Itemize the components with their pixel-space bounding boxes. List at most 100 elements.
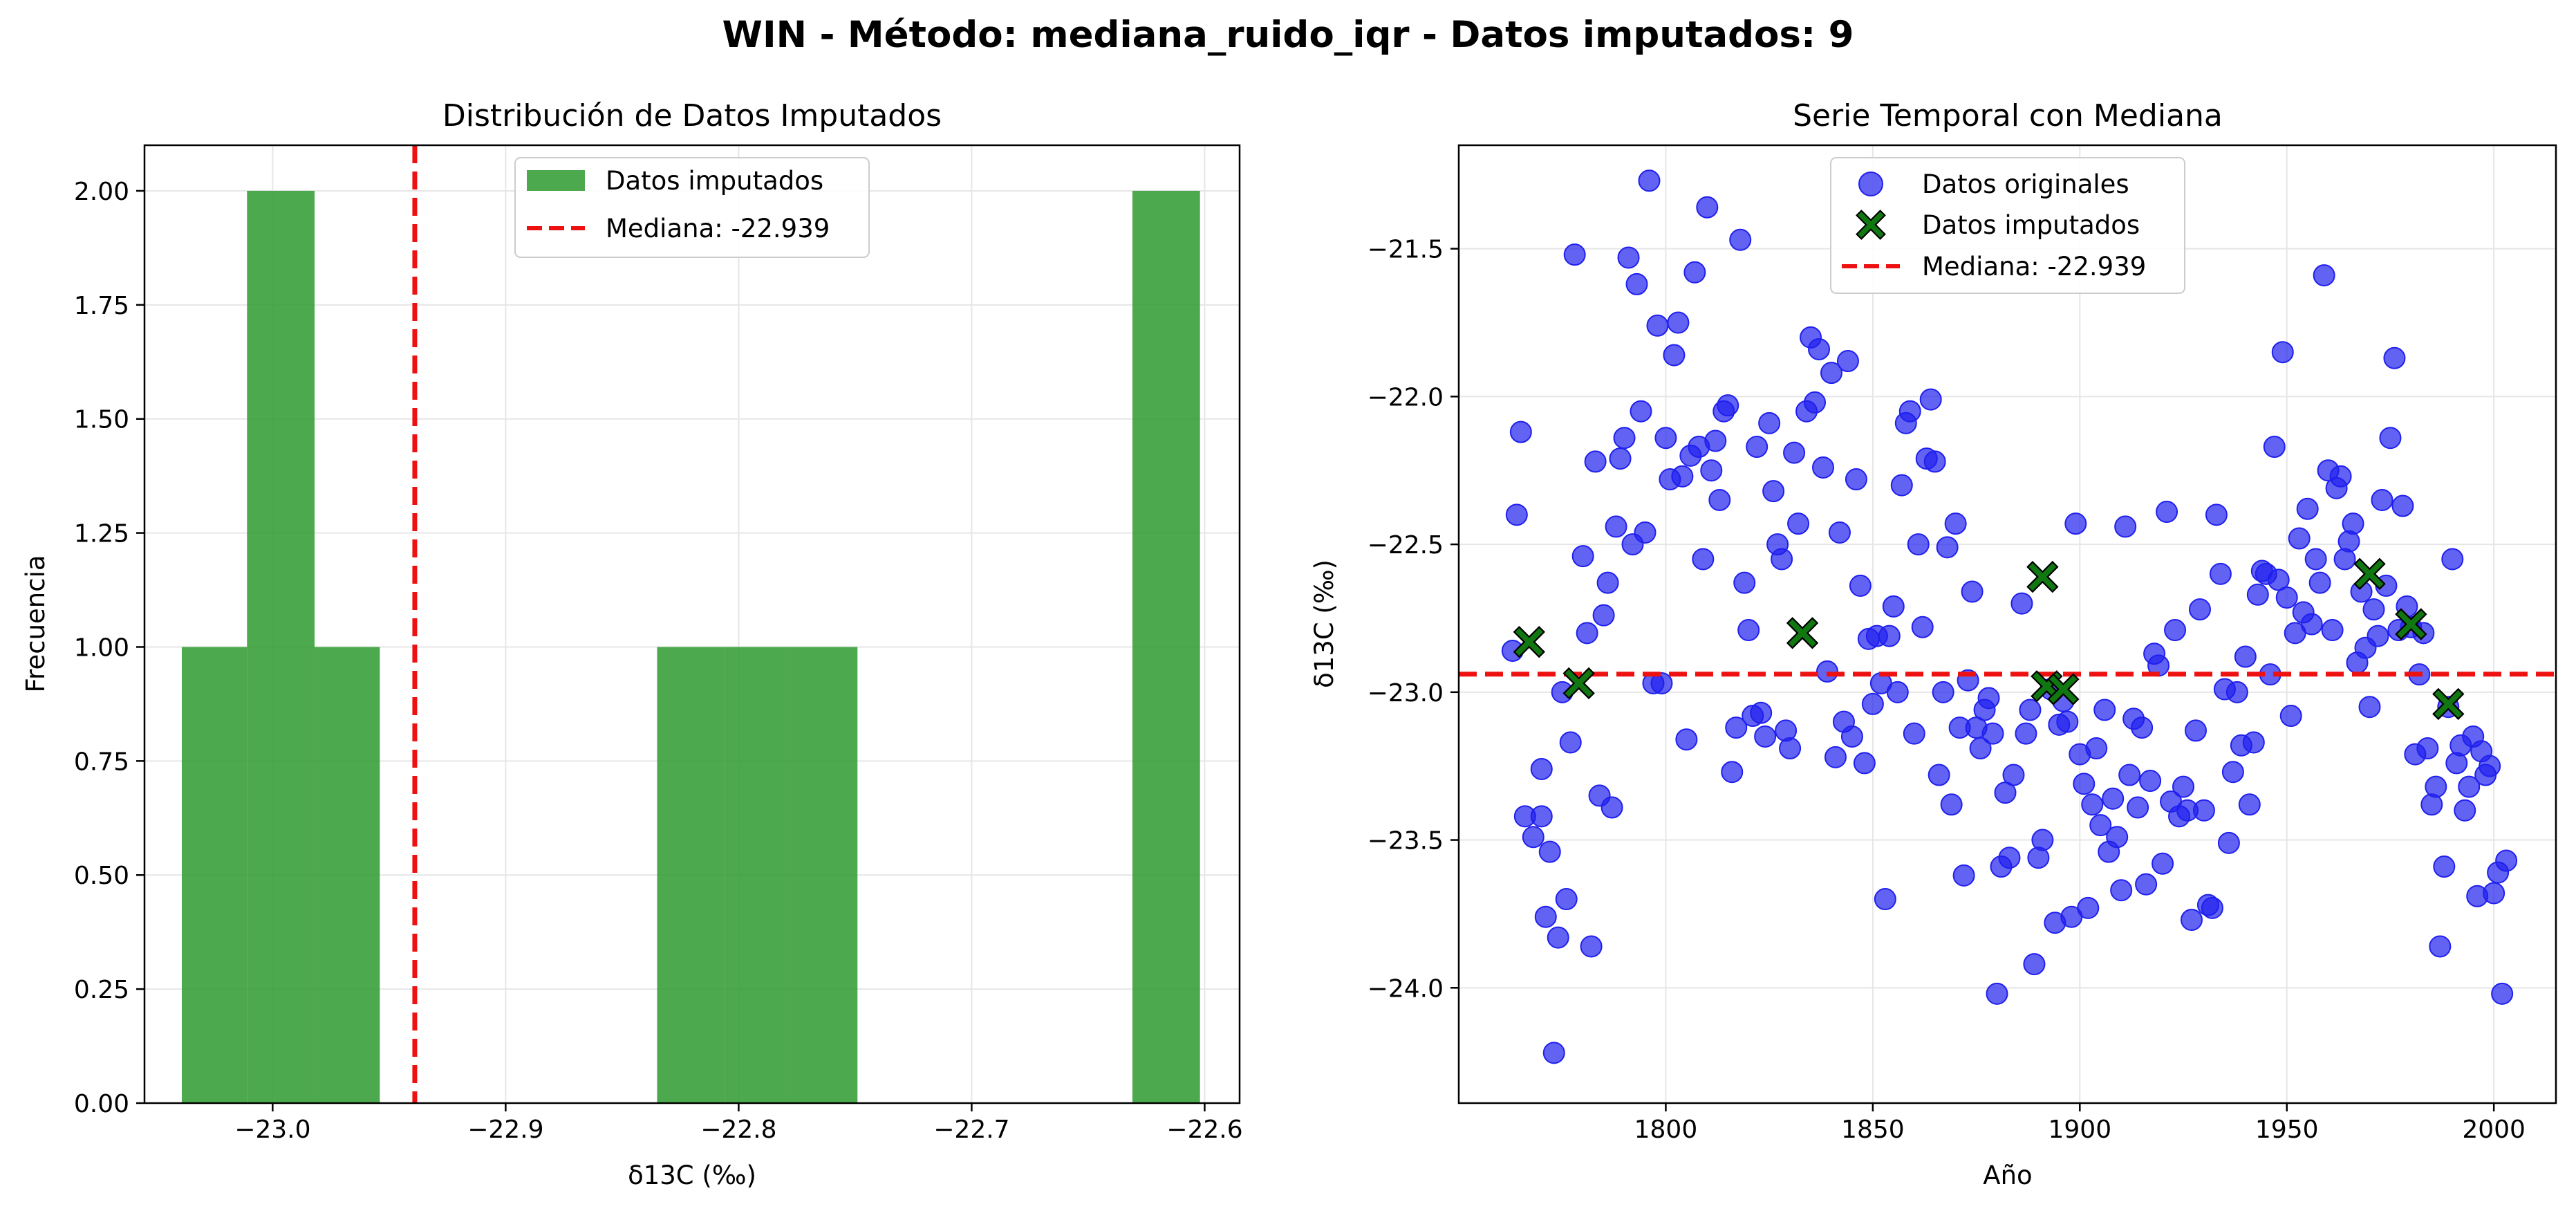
data-point-original xyxy=(1861,692,1884,715)
data-point-original xyxy=(1700,459,1723,482)
data-point-original xyxy=(1646,314,1669,337)
data-point-original xyxy=(1898,400,1921,423)
timeseries-legend-box xyxy=(1830,157,2185,294)
data-point-original xyxy=(1836,350,1859,373)
data-point-original xyxy=(2102,787,2125,810)
data-point-original xyxy=(1969,737,1992,760)
y-tick-label: −22.0 xyxy=(1368,383,1444,412)
data-point-original xyxy=(1667,311,1690,334)
data-point-original xyxy=(2288,527,2311,550)
data-point-original xyxy=(2064,512,2087,535)
data-point-original xyxy=(2246,583,2269,606)
data-point-original xyxy=(1754,725,1777,748)
data-point-original xyxy=(2201,896,2223,919)
timeseries-panel: 1800 1850 1900 1950 2000 −21.5 −22.0 −22.5 −23.… xyxy=(1309,98,2557,1190)
data-point-original xyxy=(1779,737,1802,760)
data-point-original xyxy=(1522,826,1544,849)
data-point-original xyxy=(1634,521,1656,544)
data-point-original xyxy=(1721,761,1744,784)
histogram-bar xyxy=(315,647,380,1103)
data-point-original xyxy=(1505,503,1528,526)
histogram-x-ticks: −23.0 −22.9 −22.8 −22.7 −22.6 xyxy=(234,1103,1243,1144)
data-point-original xyxy=(2391,494,2414,517)
data-point-original xyxy=(1725,717,1748,739)
data-point-original xyxy=(1804,391,1827,414)
timeseries-x-label: Año xyxy=(1983,1161,2032,1190)
data-point-imputed xyxy=(1562,667,1595,700)
data-point-original xyxy=(2242,731,2265,754)
data-point-original xyxy=(2263,436,2286,459)
data-point-original xyxy=(2275,586,2298,609)
histogram-y-ticks: 0.00 0.25 0.50 0.75 1.00 1.25 1.50 1.75 2.00 xyxy=(74,178,144,1118)
y-tick-label: −22.5 xyxy=(1368,531,1444,560)
data-point-original xyxy=(1903,722,1925,745)
data-point-original xyxy=(2458,775,2481,798)
data-point-original xyxy=(2267,568,2290,591)
y-tick-label: 1.50 xyxy=(74,406,129,434)
histogram-bar xyxy=(657,647,725,1103)
data-point-original xyxy=(1820,362,1842,385)
data-point-original xyxy=(1771,548,1793,571)
histogram-bars xyxy=(181,190,1200,1103)
data-point-original xyxy=(1509,420,1532,443)
data-point-original xyxy=(1923,450,1946,473)
timeseries-y-label: δ13C (‰) xyxy=(1309,560,1339,688)
data-point-original xyxy=(2217,831,2240,854)
data-point-original xyxy=(2085,737,2108,760)
data-point-original xyxy=(1671,465,1694,488)
timeseries-legend-label-imputed: Datos imputados xyxy=(1922,210,2140,240)
data-point-original xyxy=(2114,515,2137,538)
histogram-panel: −23.0 −22.9 −22.8 −22.7 −22.6 0.000.250.500.… xyxy=(21,98,1243,1190)
timeseries-y-ticks: −21.5 −22.0 −22.5 −23.0 −23.5 −24.0 xyxy=(1368,236,1459,1003)
histogram-plot-area xyxy=(143,144,1241,1104)
data-point-original xyxy=(1654,427,1677,450)
data-point-original xyxy=(2056,710,2079,733)
data-point-original xyxy=(1828,521,1851,544)
histogram-bar xyxy=(1132,190,1200,1103)
x-tick-label: −22.6 xyxy=(1166,1116,1242,1144)
data-point-original xyxy=(2225,681,2248,703)
data-point-original xyxy=(1534,905,1557,928)
data-point-original xyxy=(1878,625,1901,647)
y-tick-label: −24.0 xyxy=(1368,974,1444,1003)
data-point-original xyxy=(2483,882,2505,905)
timeseries-x-ticks: 1800 1850 1900 1950 2000 xyxy=(1634,1103,2526,1144)
data-point-original xyxy=(1717,394,1739,417)
series-datos-originales xyxy=(1501,169,2518,1064)
data-point-original xyxy=(2425,775,2447,798)
data-point-original xyxy=(1650,672,1673,694)
timeseries-grid xyxy=(1459,145,2556,1103)
data-point-original xyxy=(2296,497,2319,520)
x-tick-label: 1850 xyxy=(1841,1116,1905,1144)
data-point-original xyxy=(1683,261,1706,284)
data-point-original xyxy=(1609,447,1632,470)
data-point-original xyxy=(2300,613,2323,636)
data-point-original xyxy=(2308,571,2331,594)
data-point-original xyxy=(2371,488,2393,511)
x-tick-label: −22.9 xyxy=(467,1116,543,1144)
data-point-original xyxy=(1907,533,1930,556)
data-point-original xyxy=(2135,873,2158,896)
data-point-original xyxy=(1542,1042,1565,1064)
data-point-original xyxy=(2093,699,2116,721)
data-point-original xyxy=(1538,840,1561,863)
data-point-original xyxy=(2367,625,2389,647)
data-point-original xyxy=(2321,619,2344,642)
x-tick-label: 1950 xyxy=(2255,1116,2319,1144)
y-tick-label: 1.00 xyxy=(74,634,129,662)
x-tick-label: −22.8 xyxy=(700,1116,776,1144)
legend-circle-icon xyxy=(1858,172,1883,196)
data-point-original xyxy=(1555,888,1578,911)
histogram-bar xyxy=(181,647,248,1103)
histogram-bar xyxy=(790,647,858,1103)
data-point-original xyxy=(2010,592,2033,615)
data-point-original xyxy=(1605,515,1627,538)
data-point-original xyxy=(2152,852,2174,875)
data-point-original xyxy=(2081,793,2104,816)
data-point-original xyxy=(2429,935,2452,958)
data-point-original xyxy=(2209,562,2232,585)
data-point-original xyxy=(1998,847,2021,869)
data-point-original xyxy=(1952,864,1975,887)
y-tick-label: 0.50 xyxy=(74,862,129,890)
